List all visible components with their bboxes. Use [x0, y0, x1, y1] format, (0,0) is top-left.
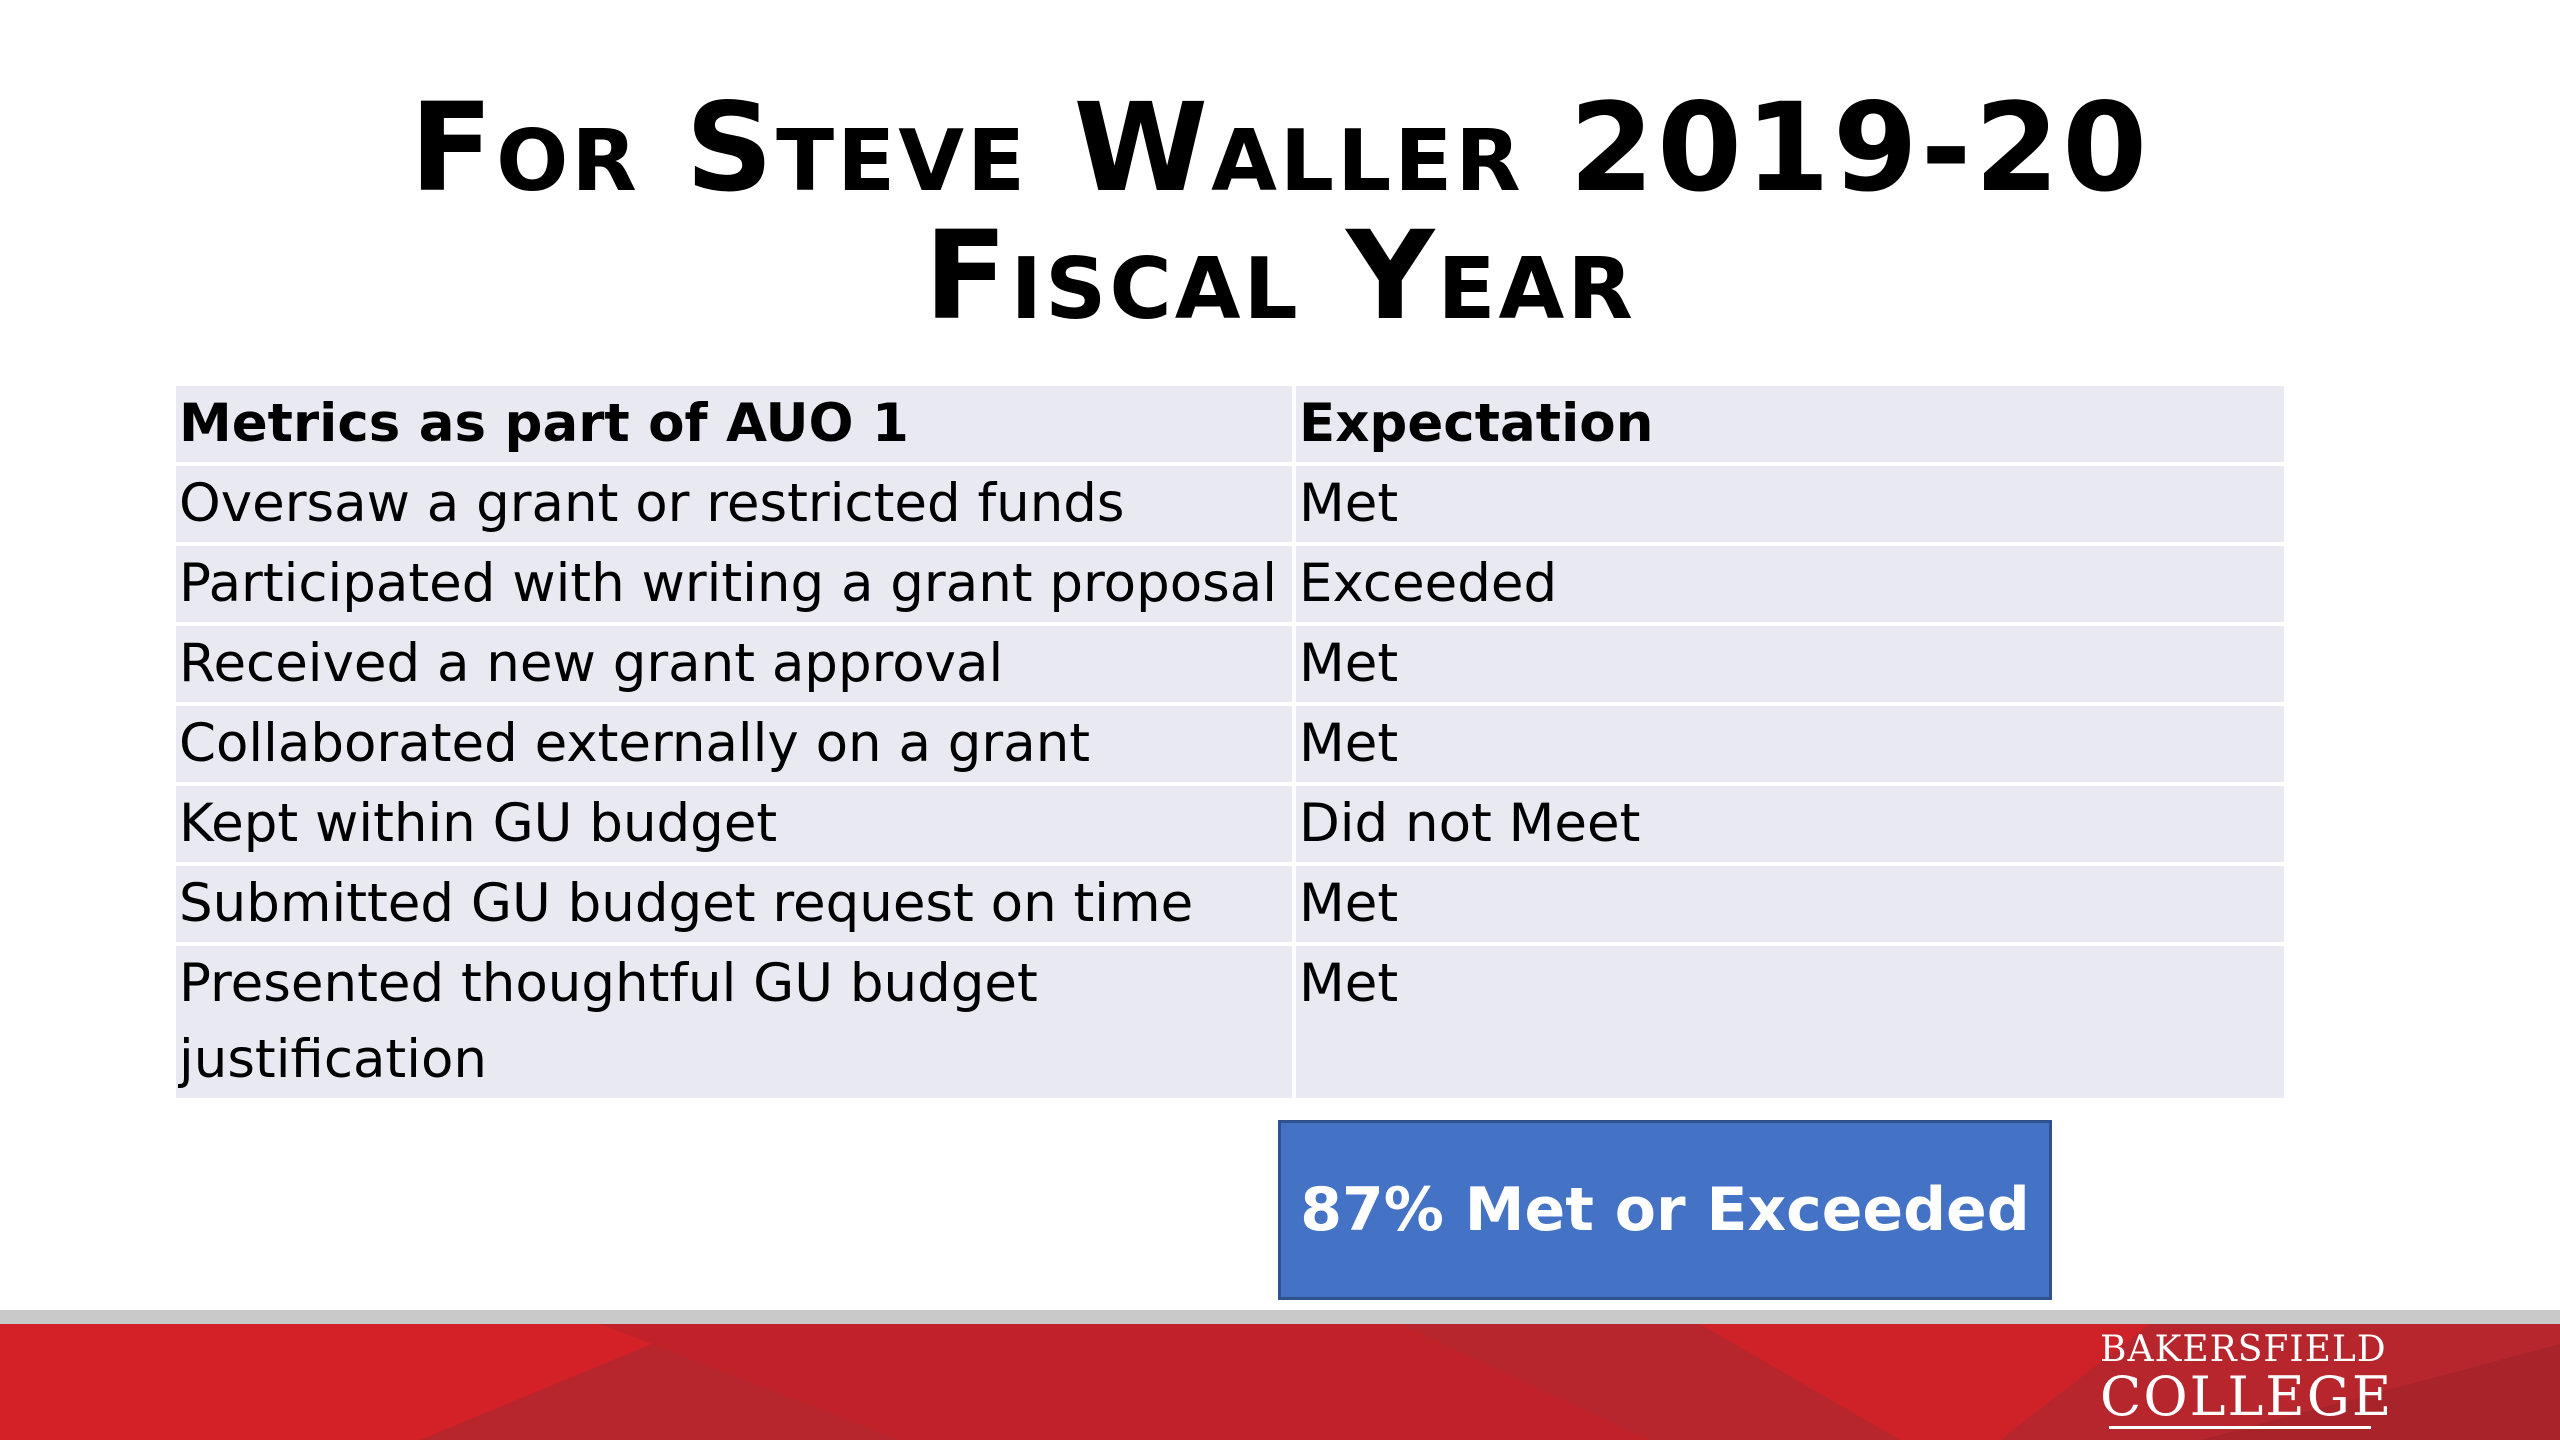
footer-facet	[0, 1324, 700, 1440]
logo-line-1: BAKERSFIELD	[2100, 1329, 2387, 1370]
table-row: Participated with writing a grant propos…	[176, 544, 2284, 626]
header-metrics: Metrics as part of AUO 1	[176, 386, 1296, 466]
footer-divider	[0, 1310, 2560, 1324]
metrics-table: Metrics as part of AUO 1 Expectation Ove…	[176, 386, 2284, 1098]
logo-underline	[2109, 1426, 2371, 1429]
footer-band	[0, 1324, 2560, 1440]
table-row: Collaborated externally on a grant Met	[176, 704, 2284, 786]
metric-cell: Collaborated externally on a grant	[176, 704, 1296, 786]
table-row: Kept within GU budget Did not Meet	[176, 784, 2284, 866]
footer-facet	[2200, 1344, 2560, 1440]
metric-cell: Oversaw a grant or restricted funds	[176, 464, 1296, 546]
table-row: Oversaw a grant or restricted funds Met	[176, 464, 2284, 546]
metric-cell: Participated with writing a grant propos…	[176, 544, 1296, 626]
metric-cell: Kept within GU budget	[176, 784, 1296, 866]
expectation-cell: Met	[1294, 464, 2284, 546]
footer-pattern	[0, 1324, 2560, 1440]
header-expectation: Expectation	[1294, 386, 2284, 466]
expectation-cell: Exceeded	[1294, 544, 2284, 626]
table-row: Received a new grant approval Met	[176, 624, 2284, 706]
metric-cell: Submitted GU budget request on time	[176, 864, 1296, 946]
bakersfield-college-logo: BAKERSFIELD COLLEGE	[2100, 1329, 2394, 1429]
title-line-1: For Steve Waller 2019-20	[409, 77, 2151, 219]
summary-callout: 87% Met or Exceeded	[1278, 1120, 2052, 1300]
table-row: Presented thoughtful GU budget justifica…	[176, 944, 2284, 1098]
footer-facet	[1700, 1324, 2150, 1440]
expectation-cell: Did not Meet	[1294, 784, 2284, 866]
table-row: Submitted GU budget request on time Met	[176, 864, 2284, 946]
logo-line-2: COLLEGE	[2100, 1365, 2394, 1428]
expectation-cell: Met	[1294, 624, 2284, 706]
table-header-row: Metrics as part of AUO 1 Expectation	[176, 386, 2284, 466]
footer-facet	[600, 1324, 1650, 1440]
expectation-cell: Met	[1299, 953, 1399, 1014]
metric-cell: Presented thoughtful GU budget justifica…	[176, 944, 1296, 1098]
metric-cell: Received a new grant approval	[176, 624, 1296, 706]
expectation-cell: Met	[1294, 704, 2284, 786]
expectation-cell: Met	[1294, 864, 2284, 946]
summary-label: 87% Met or Exceeded	[1300, 1175, 2030, 1245]
title-line-2: Fiscal Year	[924, 205, 1636, 347]
slide-title: For Steve Waller 2019-20 Fiscal Year	[0, 84, 2560, 340]
